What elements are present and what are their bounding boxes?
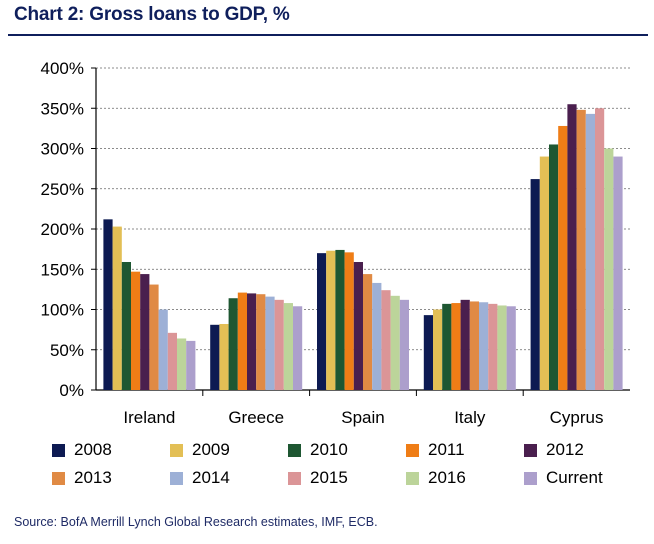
legend-swatch (170, 443, 183, 457)
bar-spain-2009 (326, 250, 336, 390)
legend-label: Current (546, 468, 603, 487)
y-tick-label: 150% (41, 260, 84, 279)
legend-item: 2010 (288, 440, 348, 460)
legend-swatch (288, 443, 301, 457)
bar-italy-2009 (433, 309, 443, 390)
bar-ireland-2016 (177, 338, 187, 390)
bar-spain-2008 (317, 253, 327, 390)
bar-spain-2016 (390, 295, 400, 390)
legend-item: 2011 (406, 440, 465, 460)
legend-label: 2010 (310, 440, 348, 459)
bar-cyprus-2008 (530, 179, 540, 390)
bar-greece-2010 (228, 298, 238, 390)
bar-spain-2012 (353, 262, 363, 390)
bar-ireland-2014 (158, 309, 168, 390)
y-tick-label: 100% (41, 301, 84, 320)
title-underline (8, 34, 648, 36)
bar-cyprus-2011 (558, 125, 568, 391)
y-tick-label: 400% (41, 59, 84, 78)
legend-label: 2008 (74, 440, 112, 459)
bar-greece-2016 (283, 303, 293, 390)
bar-italy-2013 (469, 301, 479, 390)
bar-ireland-2015 (167, 332, 177, 390)
legend-item: 2014 (170, 468, 230, 488)
y-tick-label: 250% (41, 180, 84, 199)
y-tick-label: 200% (41, 220, 84, 239)
legend-label: 2015 (310, 468, 348, 487)
bar-italy-2011 (451, 303, 461, 390)
bar-ireland-2009 (112, 226, 122, 390)
bar-cyprus-current (613, 156, 623, 390)
legend-label: 2016 (428, 468, 466, 487)
bar-spain-2010 (335, 249, 345, 390)
bar-chart: 0% 50% 100% 150% 200% 250% 300% 350% 400% Ireland… (41, 59, 630, 427)
bar-spain-2015 (381, 290, 391, 390)
legend-swatch (170, 471, 183, 485)
bar-italy-current (506, 306, 516, 390)
bar-ireland-2010 (121, 262, 131, 390)
bar-italy-2012 (460, 299, 470, 390)
bar-cyprus-2010 (549, 144, 559, 390)
bar-spain-current (399, 299, 409, 390)
bar-cyprus-2009 (539, 156, 549, 390)
legend-swatch (406, 443, 419, 457)
legend-item: 2008 (52, 440, 112, 460)
bar-spain-2014 (372, 282, 382, 390)
bar-greece-current (293, 306, 303, 390)
legend-swatch (52, 471, 65, 485)
legend-item: 2012 (524, 440, 584, 460)
bar-ireland-2012 (140, 274, 150, 390)
legend-swatch (52, 443, 65, 457)
y-tick-label: 50% (50, 341, 84, 360)
source-note: Source: BofA Merrill Lynch Global Resear… (14, 515, 378, 529)
category-label: Spain (341, 408, 384, 427)
bar-italy-2008 (423, 315, 433, 390)
legend-swatch (524, 471, 537, 485)
chart-title: Chart 2: Gross loans to GDP, % (14, 4, 290, 25)
category-label: Ireland (123, 408, 175, 427)
legend-item: 2013 (52, 468, 112, 488)
legend-label: 2009 (192, 440, 230, 459)
category-label: Italy (454, 408, 486, 427)
legend-label: 2012 (546, 440, 584, 459)
bar-cyprus-2012 (567, 104, 577, 390)
bar-italy-2010 (442, 303, 452, 390)
bar-spain-2011 (344, 252, 354, 390)
bar-italy-2015 (488, 303, 498, 390)
legend-label: 2013 (74, 468, 112, 487)
bar-cyprus-2014 (585, 113, 595, 390)
bar-greece-2011 (237, 292, 247, 390)
bar-greece-2015 (274, 299, 284, 390)
y-tick-label: 300% (41, 140, 84, 159)
bar-greece-2009 (219, 323, 229, 390)
bar-ireland-2011 (131, 271, 141, 390)
bar-greece-2012 (247, 293, 257, 390)
bar-spain-2013 (363, 274, 373, 390)
legend-swatch (406, 471, 419, 485)
bar-greece-2014 (265, 296, 275, 390)
legend-swatch (524, 443, 537, 457)
category-label: Cyprus (550, 408, 604, 427)
bar-italy-2014 (479, 302, 489, 390)
legend-swatch (288, 471, 301, 485)
bar-cyprus-2015 (595, 108, 605, 390)
bar-cyprus-2016 (604, 148, 614, 390)
bar-greece-2013 (256, 294, 266, 390)
bar-ireland-2013 (149, 284, 159, 390)
bar-cyprus-2013 (576, 109, 586, 391)
legend-item: Current (524, 468, 603, 488)
y-tick-label: 350% (41, 99, 84, 118)
legend-label: 2011 (428, 440, 465, 459)
legend-item: 2016 (406, 468, 466, 488)
legend-label: 2014 (192, 468, 230, 487)
bar-greece-2008 (210, 324, 220, 390)
legend-item: 2009 (170, 440, 230, 460)
bar-ireland-current (186, 340, 196, 390)
bar-italy-2016 (497, 305, 507, 390)
bar-ireland-2008 (103, 219, 113, 390)
category-label: Greece (228, 408, 284, 427)
y-tick-label: 0% (59, 381, 84, 400)
legend-item: 2015 (288, 468, 348, 488)
